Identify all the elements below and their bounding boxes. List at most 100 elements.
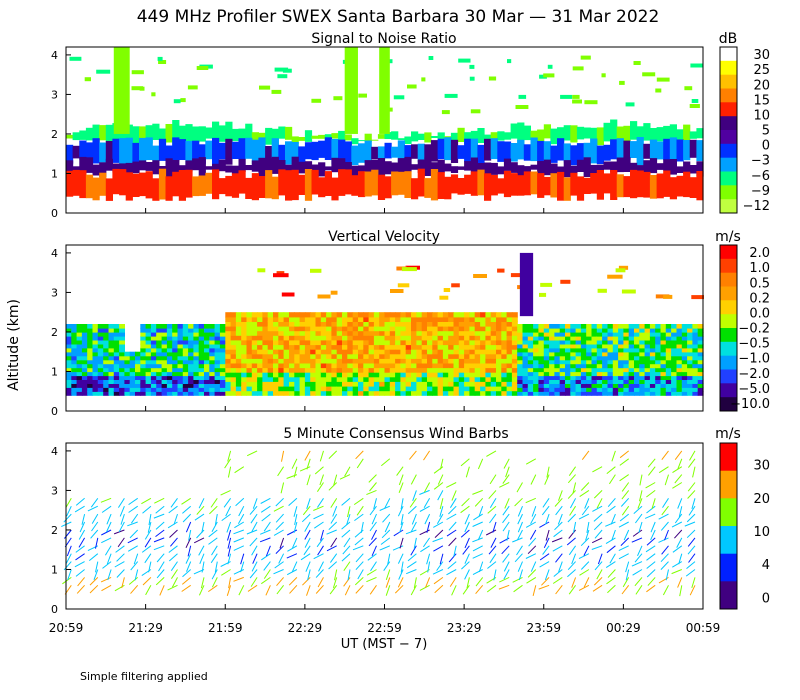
velocity-cell xyxy=(336,344,343,350)
wind-barb xyxy=(200,577,205,589)
snr-cell xyxy=(537,161,545,177)
wind-barb xyxy=(246,529,258,535)
velocity-cell xyxy=(310,316,317,322)
velocity-cell xyxy=(660,367,667,373)
velocity-cell xyxy=(538,339,545,345)
velocity-cell xyxy=(150,328,157,333)
velocity-cell xyxy=(400,358,407,364)
velocity-cell xyxy=(697,351,704,357)
velocity-cell xyxy=(628,351,635,357)
snr-cell xyxy=(523,171,531,196)
velocity-cell xyxy=(480,372,486,378)
velocity-cell xyxy=(150,375,157,380)
velocity-cell xyxy=(612,343,619,349)
velocity-cell xyxy=(193,328,200,333)
velocity-cell xyxy=(135,355,141,361)
velocity-cell xyxy=(193,335,200,341)
velocity-cell xyxy=(257,353,263,359)
snr-cell xyxy=(444,163,452,172)
velocity-cell xyxy=(527,332,534,337)
velocity-cell xyxy=(660,359,667,365)
velocity-cell xyxy=(517,367,524,373)
velocity-cell xyxy=(352,362,359,369)
snr-cell xyxy=(457,166,465,170)
wind-barb xyxy=(341,497,351,506)
wind-barb xyxy=(148,561,152,573)
wind-barb xyxy=(592,584,603,592)
velocity-cell xyxy=(612,375,619,380)
velocity-cell xyxy=(527,355,534,361)
wind-barb xyxy=(586,521,590,533)
wind-barb xyxy=(632,529,643,537)
wind-barb xyxy=(78,537,86,548)
colorbar-swatch xyxy=(720,60,737,76)
velocity-cell xyxy=(145,347,152,353)
velocity-cell xyxy=(389,358,396,364)
velocity-cell xyxy=(580,359,587,365)
wind-barb xyxy=(687,490,696,499)
velocity-cell xyxy=(145,332,152,337)
velocity-cell xyxy=(411,353,417,359)
velocity-cell xyxy=(671,391,677,396)
wind-barb xyxy=(329,584,338,595)
velocity-cell xyxy=(87,391,94,396)
snr-cell xyxy=(689,104,700,108)
wind-barb xyxy=(608,474,616,485)
velocity-cell xyxy=(649,387,656,392)
velocity-cell xyxy=(519,252,534,317)
velocity-cell xyxy=(671,387,677,392)
velocity-cell xyxy=(660,355,667,361)
velocity-cell xyxy=(596,351,603,357)
wind-barb xyxy=(674,529,683,539)
velocity-cell xyxy=(235,358,242,364)
velocity-cell xyxy=(464,386,470,392)
wind-barb xyxy=(88,553,99,561)
velocity-cell xyxy=(580,332,587,337)
wind-barb xyxy=(399,521,404,533)
velocity-cell xyxy=(81,343,88,349)
wind-barb xyxy=(621,482,630,492)
wind-barb xyxy=(75,553,85,561)
velocity-cell xyxy=(336,362,343,369)
velocity-cell xyxy=(628,332,635,337)
wind-barb xyxy=(543,537,550,549)
snr-cell xyxy=(285,126,293,140)
velocity-cell xyxy=(241,376,248,382)
velocity-cell xyxy=(182,335,189,341)
snr-cell xyxy=(563,125,571,141)
velocity-cell xyxy=(565,383,571,388)
velocity-cell xyxy=(660,324,667,329)
velocity-cell xyxy=(225,386,232,392)
velocity-cell xyxy=(177,351,184,357)
velocity-cell xyxy=(289,344,295,350)
velocity-cell xyxy=(342,362,348,369)
velocity-cell xyxy=(304,330,311,336)
y-tick-label: 0 xyxy=(51,405,58,418)
velocity-cell xyxy=(352,390,359,396)
velocity-cell xyxy=(469,381,476,387)
snr-cell xyxy=(371,159,379,172)
velocity-cell xyxy=(342,376,348,382)
velocity-cell xyxy=(267,339,274,346)
velocity-cell xyxy=(294,358,301,364)
velocity-cell xyxy=(97,387,104,392)
wind-panel-title: 5 Minute Consensus Wind Barbs xyxy=(283,426,508,442)
velocity-cell xyxy=(681,371,688,377)
velocity-cell xyxy=(618,371,624,377)
x-tick-label: 00:29 xyxy=(606,621,641,635)
wind-barb xyxy=(451,585,457,596)
wind-barb xyxy=(677,458,683,470)
velocity-cell xyxy=(177,387,184,392)
wind-barb xyxy=(502,505,510,516)
velocity-cell xyxy=(623,339,630,345)
snr-cell xyxy=(560,94,573,99)
wind-barb xyxy=(227,537,232,549)
colorbar-swatch xyxy=(720,185,737,200)
snr-cell xyxy=(691,99,699,103)
snr-cell xyxy=(278,169,286,196)
velocity-cell xyxy=(607,343,614,349)
velocity-cell xyxy=(660,351,667,357)
wind-barb xyxy=(313,553,324,560)
wind-barb xyxy=(568,585,577,595)
velocity-cell xyxy=(166,379,173,384)
